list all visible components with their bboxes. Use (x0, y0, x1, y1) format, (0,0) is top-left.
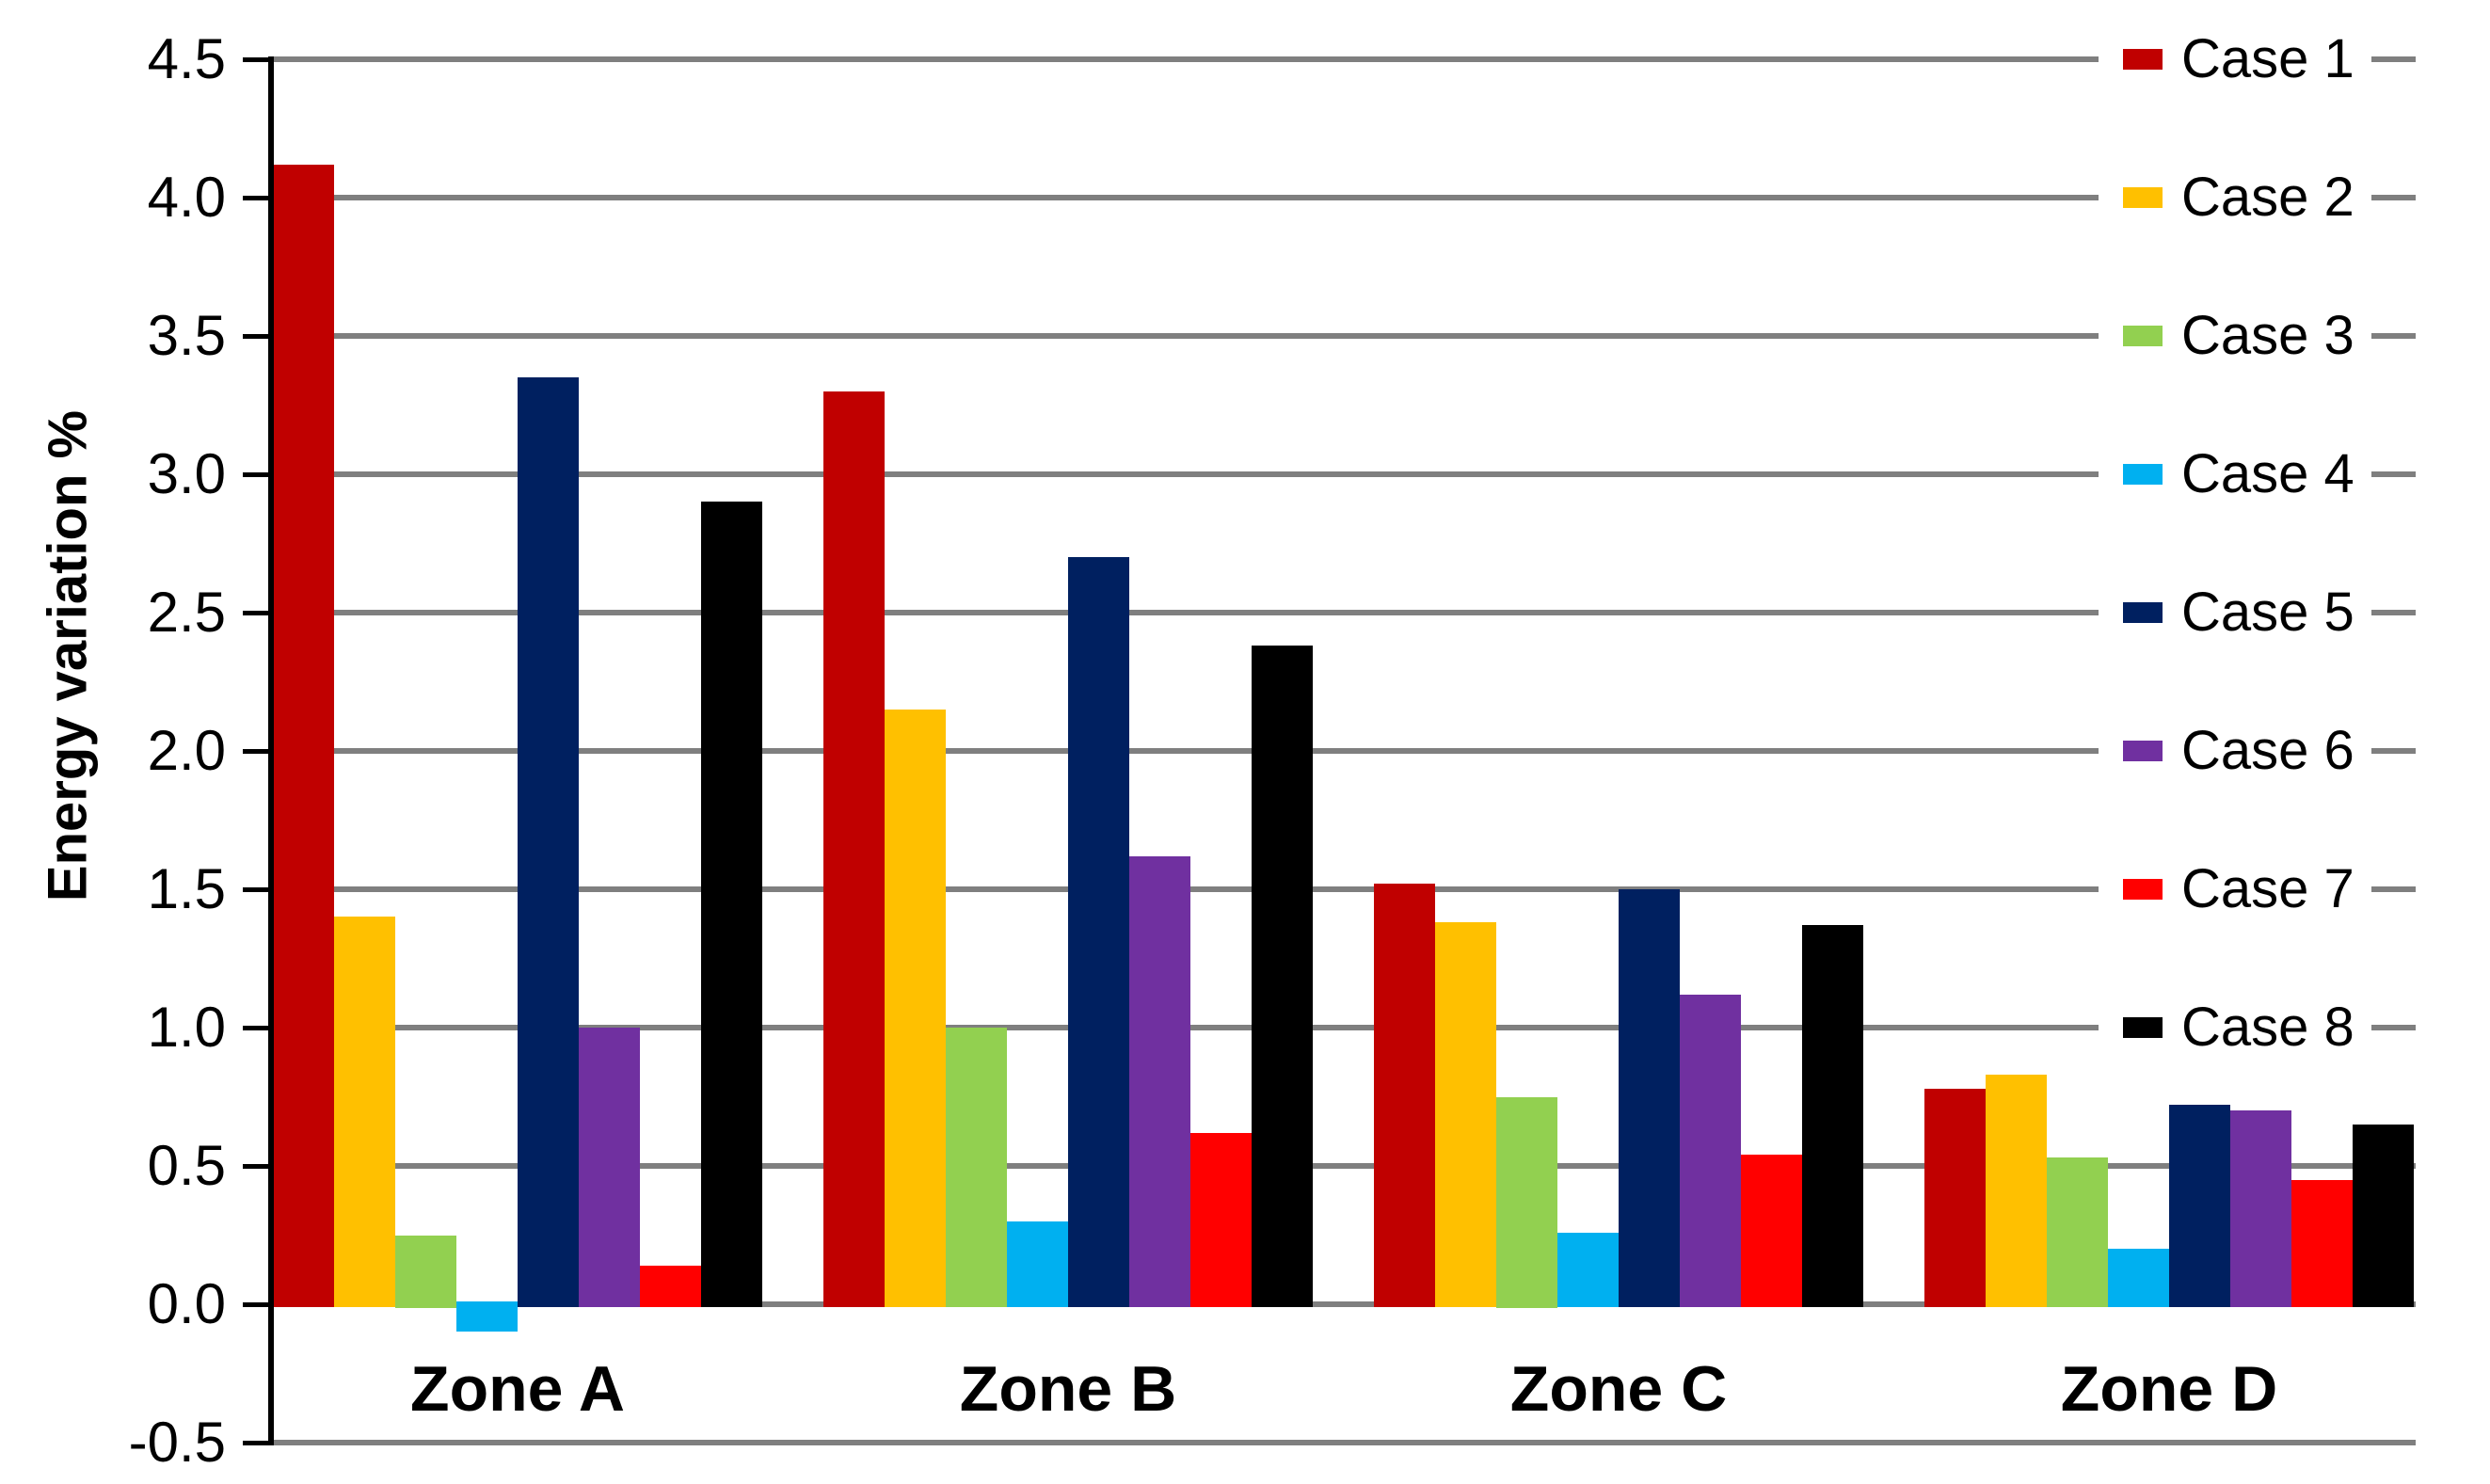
y-tick-label: 0.0 (147, 1272, 226, 1335)
y-axis-tick (243, 611, 271, 615)
bar-zone-a-case-2 (334, 917, 395, 1308)
y-tick-label: -0.5 (128, 1411, 226, 1474)
bar-zone-a-case-4 (456, 1301, 518, 1332)
bar-zone-c-case-3 (1496, 1096, 1557, 1308)
legend-swatch-case-7 (2123, 879, 2163, 900)
y-axis-tick (243, 1302, 271, 1307)
legend-label: Case 1 (2181, 28, 2354, 89)
bar-zone-d-case-3 (2047, 1157, 2108, 1308)
y-tick-label: 3.0 (147, 442, 226, 505)
x-category-label: Zone A (410, 1353, 625, 1425)
gridline (271, 56, 2416, 62)
bar-zone-b-case-4 (1007, 1221, 1068, 1307)
bar-zone-c-case-7 (1741, 1155, 1802, 1308)
legend-swatch-case-2 (2123, 187, 2163, 208)
y-tick-label: 1.5 (147, 857, 226, 920)
y-tick-label: 4.0 (147, 166, 226, 229)
legend-swatch-case-6 (2123, 741, 2163, 761)
y-tick-label: 4.5 (147, 27, 226, 90)
y-axis-tick (243, 749, 271, 754)
y-axis-tick (243, 1026, 271, 1030)
gridline (271, 471, 2416, 477)
legend-label: Case 8 (2181, 997, 2354, 1058)
bar-zone-d-case-7 (2291, 1179, 2353, 1307)
y-axis-tick (243, 887, 271, 892)
gridline (271, 1301, 2416, 1307)
bar-zone-a-case-8 (701, 502, 762, 1308)
y-axis-line (268, 56, 274, 1445)
legend-swatch-case-4 (2123, 464, 2163, 485)
gridline (271, 748, 2416, 754)
x-category-label: Zone C (1509, 1353, 1728, 1425)
y-axis-tick (243, 472, 271, 477)
bar-zone-c-case-1 (1374, 884, 1435, 1308)
bar-zone-b-case-8 (1252, 646, 1313, 1308)
bar-zone-d-case-4 (2108, 1249, 2169, 1308)
legend-label: Case 2 (2181, 167, 2354, 228)
gridline (271, 886, 2416, 892)
bar-zone-b-case-1 (823, 391, 885, 1307)
bar-zone-c-case-6 (1680, 994, 1741, 1307)
y-tick-label: 2.0 (147, 719, 226, 782)
legend-label: Case 4 (2181, 443, 2354, 504)
legend-label: Case 6 (2181, 720, 2354, 781)
legend-swatch-case-3 (2123, 326, 2163, 346)
bar-zone-a-case-7 (640, 1265, 701, 1307)
bar-zone-b-case-6 (1129, 855, 1190, 1307)
bar-zone-c-case-8 (1802, 925, 1863, 1308)
gridline (271, 333, 2416, 339)
gridline (271, 1440, 2416, 1445)
legend-swatch-case-5 (2123, 602, 2163, 623)
bar-zone-a-case-3 (395, 1235, 456, 1308)
gridline (271, 1025, 2416, 1030)
bar-zone-c-case-4 (1557, 1232, 1619, 1307)
y-tick-label: 0.5 (147, 1134, 226, 1197)
gridline (271, 610, 2416, 615)
x-category-label: Zone B (959, 1353, 1177, 1425)
y-axis-tick (243, 196, 271, 200)
gridline (271, 195, 2416, 200)
bar-zone-d-case-6 (2230, 1110, 2291, 1308)
y-tick-label: 1.0 (147, 996, 226, 1059)
bar-zone-a-case-5 (518, 377, 579, 1308)
y-axis-tick (243, 334, 271, 339)
bar-zone-b-case-5 (1068, 557, 1129, 1308)
legend-swatch-case-8 (2123, 1017, 2163, 1038)
bar-zone-c-case-5 (1619, 889, 1680, 1307)
x-category-label: Zone D (2060, 1353, 2278, 1425)
y-tick-label: 3.5 (147, 304, 226, 367)
gridline (271, 1163, 2416, 1169)
y-tick-label: 2.5 (147, 581, 226, 644)
legend-swatch-case-1 (2123, 49, 2163, 70)
bar-zone-b-case-2 (885, 709, 946, 1307)
bar-zone-b-case-3 (946, 1028, 1007, 1307)
y-axis-tick (243, 57, 271, 62)
legend-label: Case 7 (2181, 858, 2354, 919)
bar-zone-c-case-2 (1435, 922, 1496, 1308)
y-axis-tick (243, 1164, 271, 1169)
bar-zone-a-case-1 (273, 164, 334, 1307)
bar-zone-a-case-6 (579, 1028, 640, 1307)
legend-label: Case 5 (2181, 582, 2354, 643)
y-axis-tick (243, 1441, 271, 1445)
bar-zone-b-case-7 (1190, 1132, 1252, 1307)
bar-zone-d-case-1 (1924, 1088, 1986, 1307)
bar-zone-d-case-8 (2353, 1124, 2414, 1307)
bar-zone-d-case-5 (2169, 1105, 2230, 1308)
legend-label: Case 3 (2181, 305, 2354, 366)
bar-zone-d-case-2 (1986, 1074, 2047, 1307)
